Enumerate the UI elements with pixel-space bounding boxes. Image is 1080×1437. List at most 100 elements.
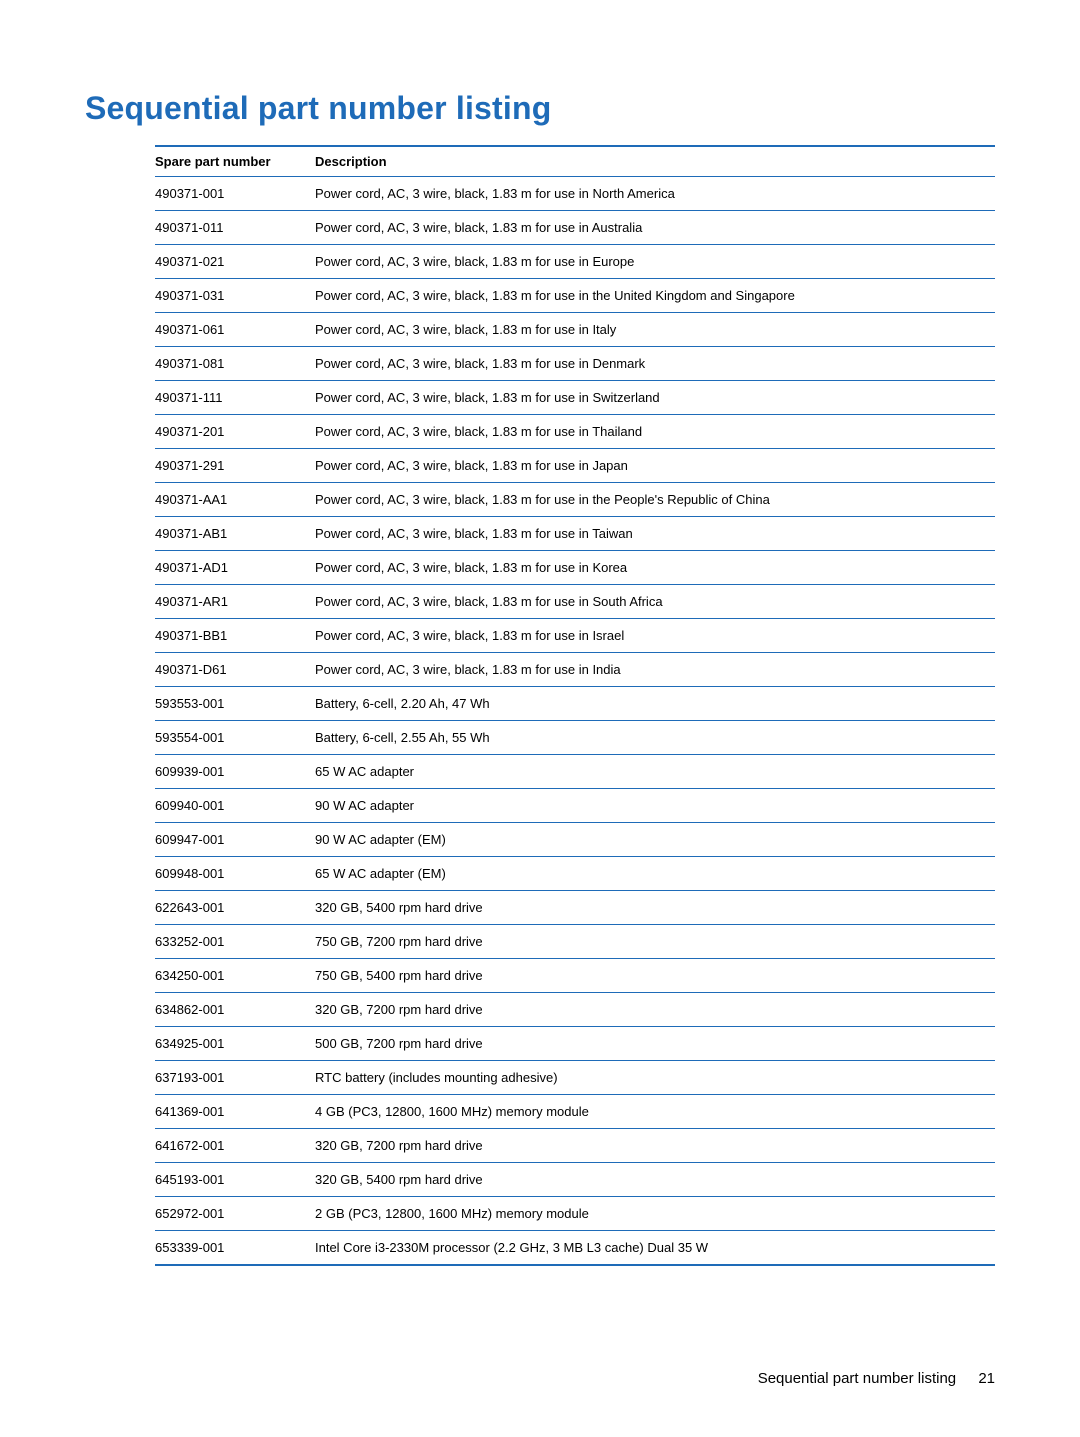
table-row: 634250-001750 GB, 5400 rpm hard drive — [155, 959, 995, 993]
table-header-row: Spare part number Description — [155, 146, 995, 177]
table-row: 490371-AR1Power cord, AC, 3 wire, black,… — [155, 585, 995, 619]
cell-description: Power cord, AC, 3 wire, black, 1.83 m fo… — [315, 483, 995, 517]
table-row: 645193-001320 GB, 5400 rpm hard drive — [155, 1163, 995, 1197]
cell-part-number: 490371-201 — [155, 415, 315, 449]
cell-part-number: 634250-001 — [155, 959, 315, 993]
cell-description: Power cord, AC, 3 wire, black, 1.83 m fo… — [315, 551, 995, 585]
table-row: 609948-00165 W AC adapter (EM) — [155, 857, 995, 891]
table-row: 637193-001RTC battery (includes mounting… — [155, 1061, 995, 1095]
table-row: 652972-0012 GB (PC3, 12800, 1600 MHz) me… — [155, 1197, 995, 1231]
table-row: 490371-D61Power cord, AC, 3 wire, black,… — [155, 653, 995, 687]
table-row: 490371-201Power cord, AC, 3 wire, black,… — [155, 415, 995, 449]
cell-description: Power cord, AC, 3 wire, black, 1.83 m fo… — [315, 619, 995, 653]
column-header-description: Description — [315, 146, 995, 177]
cell-part-number: 490371-081 — [155, 347, 315, 381]
footer-page-number: 21 — [978, 1370, 995, 1387]
cell-description: 320 GB, 7200 rpm hard drive — [315, 993, 995, 1027]
cell-description: 750 GB, 5400 rpm hard drive — [315, 959, 995, 993]
cell-description: Power cord, AC, 3 wire, black, 1.83 m fo… — [315, 177, 995, 211]
footer-section: Sequential part number listing — [758, 1370, 956, 1387]
cell-description: Power cord, AC, 3 wire, black, 1.83 m fo… — [315, 585, 995, 619]
table-row: 490371-021Power cord, AC, 3 wire, black,… — [155, 245, 995, 279]
cell-part-number: 653339-001 — [155, 1231, 315, 1266]
cell-description: Power cord, AC, 3 wire, black, 1.83 m fo… — [315, 279, 995, 313]
cell-description: 750 GB, 7200 rpm hard drive — [315, 925, 995, 959]
table-row: 490371-AB1Power cord, AC, 3 wire, black,… — [155, 517, 995, 551]
table-row: 490371-081Power cord, AC, 3 wire, black,… — [155, 347, 995, 381]
cell-description: Power cord, AC, 3 wire, black, 1.83 m fo… — [315, 449, 995, 483]
table-row: 490371-061Power cord, AC, 3 wire, black,… — [155, 313, 995, 347]
cell-description: 320 GB, 5400 rpm hard drive — [315, 1163, 995, 1197]
table-row: 634862-001320 GB, 7200 rpm hard drive — [155, 993, 995, 1027]
table-row: 490371-001Power cord, AC, 3 wire, black,… — [155, 177, 995, 211]
cell-description: 65 W AC adapter — [315, 755, 995, 789]
cell-part-number: 637193-001 — [155, 1061, 315, 1095]
table-row: 490371-291Power cord, AC, 3 wire, black,… — [155, 449, 995, 483]
page-footer: Sequential part number listing 21 — [758, 1370, 995, 1387]
cell-part-number: 633252-001 — [155, 925, 315, 959]
cell-description: 4 GB (PC3, 12800, 1600 MHz) memory modul… — [315, 1095, 995, 1129]
cell-description: Power cord, AC, 3 wire, black, 1.83 m fo… — [315, 415, 995, 449]
cell-part-number: 490371-061 — [155, 313, 315, 347]
table-row: 634925-001500 GB, 7200 rpm hard drive — [155, 1027, 995, 1061]
cell-description: Power cord, AC, 3 wire, black, 1.83 m fo… — [315, 653, 995, 687]
cell-part-number: 609940-001 — [155, 789, 315, 823]
cell-part-number: 490371-AR1 — [155, 585, 315, 619]
table-row: 609940-00190 W AC adapter — [155, 789, 995, 823]
cell-part-number: 645193-001 — [155, 1163, 315, 1197]
cell-part-number: 490371-001 — [155, 177, 315, 211]
cell-description: Intel Core i3-2330M processor (2.2 GHz, … — [315, 1231, 995, 1266]
table-row: 653339-001Intel Core i3-2330M processor … — [155, 1231, 995, 1266]
cell-part-number: 490371-AD1 — [155, 551, 315, 585]
cell-description: 320 GB, 5400 rpm hard drive — [315, 891, 995, 925]
cell-part-number: 490371-D61 — [155, 653, 315, 687]
cell-part-number: 634862-001 — [155, 993, 315, 1027]
table-row: 490371-AD1Power cord, AC, 3 wire, black,… — [155, 551, 995, 585]
cell-description: 90 W AC adapter (EM) — [315, 823, 995, 857]
cell-description: Power cord, AC, 3 wire, black, 1.83 m fo… — [315, 347, 995, 381]
table-row: 490371-AA1Power cord, AC, 3 wire, black,… — [155, 483, 995, 517]
table-row: 622643-001320 GB, 5400 rpm hard drive — [155, 891, 995, 925]
table-row: 490371-011Power cord, AC, 3 wire, black,… — [155, 211, 995, 245]
cell-description: RTC battery (includes mounting adhesive) — [315, 1061, 995, 1095]
table-row: 609939-00165 W AC adapter — [155, 755, 995, 789]
cell-description: 320 GB, 7200 rpm hard drive — [315, 1129, 995, 1163]
cell-part-number: 609939-001 — [155, 755, 315, 789]
cell-part-number: 609947-001 — [155, 823, 315, 857]
cell-description: 65 W AC adapter (EM) — [315, 857, 995, 891]
column-header-part: Spare part number — [155, 146, 315, 177]
cell-description: 2 GB (PC3, 12800, 1600 MHz) memory modul… — [315, 1197, 995, 1231]
cell-part-number: 641369-001 — [155, 1095, 315, 1129]
cell-description: 500 GB, 7200 rpm hard drive — [315, 1027, 995, 1061]
cell-description: 90 W AC adapter — [315, 789, 995, 823]
cell-part-number: 593554-001 — [155, 721, 315, 755]
table-row: 490371-031Power cord, AC, 3 wire, black,… — [155, 279, 995, 313]
cell-part-number: 641672-001 — [155, 1129, 315, 1163]
cell-description: Power cord, AC, 3 wire, black, 1.83 m fo… — [315, 313, 995, 347]
table-row: 593554-001Battery, 6-cell, 2.55 Ah, 55 W… — [155, 721, 995, 755]
cell-part-number: 490371-021 — [155, 245, 315, 279]
cell-description: Power cord, AC, 3 wire, black, 1.83 m fo… — [315, 245, 995, 279]
cell-part-number: 490371-AB1 — [155, 517, 315, 551]
cell-description: Power cord, AC, 3 wire, black, 1.83 m fo… — [315, 381, 995, 415]
cell-part-number: 490371-111 — [155, 381, 315, 415]
table-row: 633252-001750 GB, 7200 rpm hard drive — [155, 925, 995, 959]
cell-part-number: 609948-001 — [155, 857, 315, 891]
cell-part-number: 490371-BB1 — [155, 619, 315, 653]
cell-part-number: 593553-001 — [155, 687, 315, 721]
cell-description: Power cord, AC, 3 wire, black, 1.83 m fo… — [315, 517, 995, 551]
table-row: 641672-001320 GB, 7200 rpm hard drive — [155, 1129, 995, 1163]
cell-part-number: 652972-001 — [155, 1197, 315, 1231]
table-row: 490371-BB1Power cord, AC, 3 wire, black,… — [155, 619, 995, 653]
table-row: 609947-00190 W AC adapter (EM) — [155, 823, 995, 857]
cell-part-number: 490371-291 — [155, 449, 315, 483]
cell-part-number: 622643-001 — [155, 891, 315, 925]
cell-part-number: 490371-AA1 — [155, 483, 315, 517]
cell-part-number: 490371-031 — [155, 279, 315, 313]
cell-description: Battery, 6-cell, 2.55 Ah, 55 Wh — [315, 721, 995, 755]
cell-description: Battery, 6-cell, 2.20 Ah, 47 Wh — [315, 687, 995, 721]
cell-part-number: 634925-001 — [155, 1027, 315, 1061]
cell-part-number: 490371-011 — [155, 211, 315, 245]
parts-table: Spare part number Description 490371-001… — [155, 145, 995, 1266]
table-row: 490371-111Power cord, AC, 3 wire, black,… — [155, 381, 995, 415]
